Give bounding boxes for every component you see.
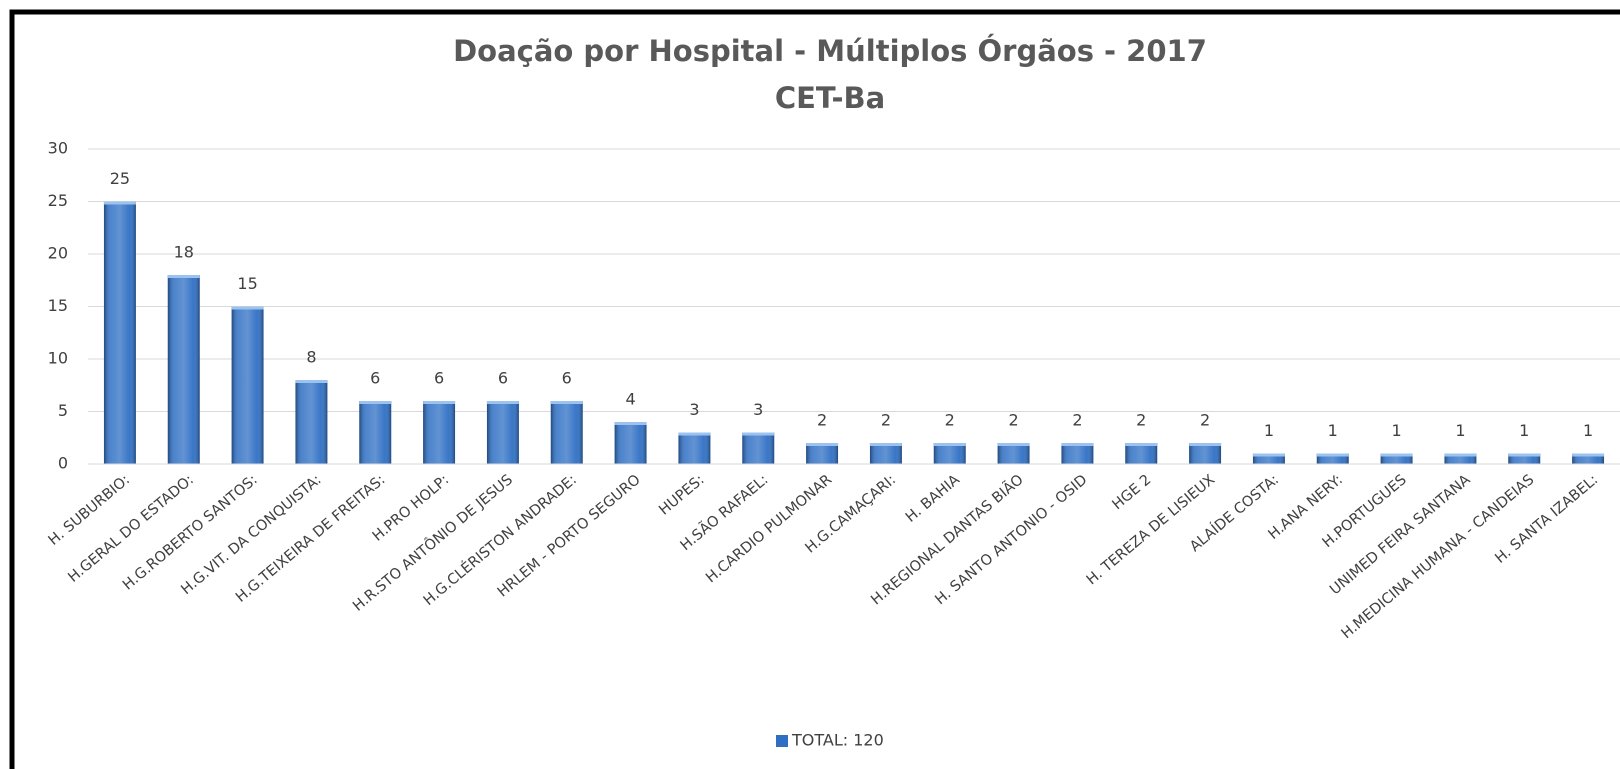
data-label: 2 — [945, 411, 955, 430]
bar-top — [359, 401, 392, 404]
bar-top — [1508, 453, 1541, 457]
bar-top — [103, 201, 136, 205]
bar-top — [1061, 443, 1094, 446]
bar-shade — [486, 401, 519, 464]
bar-top — [806, 443, 839, 446]
data-label: 4 — [625, 390, 635, 409]
y-tick-label: 20 — [48, 244, 68, 263]
bar-shade — [1572, 453, 1605, 464]
legend-label: TOTAL: 120 — [791, 731, 884, 750]
data-label: 2 — [1072, 411, 1082, 430]
bar-shade — [678, 432, 711, 464]
x-tick-label: H.GERAL DO ESTADO: — [65, 472, 196, 586]
data-label: 3 — [689, 400, 699, 419]
data-label: 1 — [1264, 421, 1274, 440]
data-label: 25 — [110, 169, 130, 188]
data-label: 1 — [1519, 421, 1529, 440]
bar-top — [550, 401, 583, 404]
bar-shade — [997, 443, 1030, 464]
bar-shade — [167, 275, 200, 464]
data-label: 1 — [1583, 421, 1593, 440]
y-tick-label: 25 — [48, 191, 68, 210]
y-tick-label: 30 — [48, 139, 68, 158]
bar-top — [933, 443, 966, 446]
data-label: 15 — [237, 274, 257, 293]
bar-top — [231, 306, 264, 310]
y-tick-label: 5 — [58, 401, 68, 420]
y-tick-label: 15 — [48, 296, 68, 315]
bar-shade — [742, 432, 775, 464]
bar-top — [167, 275, 200, 278]
bar-top — [869, 443, 902, 446]
bar-top — [1444, 453, 1477, 457]
bar-top — [423, 401, 456, 404]
data-label: 2 — [1136, 411, 1146, 430]
bar-shade — [295, 380, 328, 464]
bar-shade — [869, 443, 902, 464]
data-label: 8 — [306, 348, 316, 367]
bar-top — [1380, 453, 1413, 457]
bar-top — [1189, 443, 1222, 446]
bar-shade — [103, 201, 136, 464]
bar-shade — [550, 401, 583, 464]
data-label: 2 — [817, 411, 827, 430]
data-label: 6 — [498, 369, 508, 388]
bar-top — [997, 443, 1030, 446]
bar-shade — [1061, 443, 1094, 464]
data-label: 1 — [1391, 421, 1401, 440]
bar-top — [486, 401, 519, 404]
bar-shade — [1444, 453, 1477, 464]
bar-shade — [1316, 453, 1349, 464]
data-label: 1 — [1455, 421, 1465, 440]
bar-shade — [614, 422, 647, 464]
bar-top — [295, 380, 328, 383]
bar-shade — [1125, 443, 1158, 464]
bar-shade — [806, 443, 839, 464]
data-label: 1 — [1328, 421, 1338, 440]
data-label: 6 — [562, 369, 572, 388]
bar-shade — [359, 401, 392, 464]
bar-shade — [1508, 453, 1541, 464]
x-tick-label: HGE 2 — [1110, 472, 1155, 513]
data-label: 2 — [1008, 411, 1018, 430]
data-label: 18 — [174, 243, 194, 262]
bar-top — [742, 432, 775, 436]
chart-subtitle: CET-Ba — [775, 81, 885, 115]
bar-top — [1125, 443, 1158, 446]
chart-title: Doação por Hospital - Múltiplos Órgãos -… — [453, 34, 1207, 68]
y-tick-label: 10 — [48, 349, 68, 368]
bar-shade — [231, 306, 264, 464]
data-label: 3 — [753, 400, 763, 419]
frame — [9, 9, 1620, 769]
data-label: 2 — [881, 411, 891, 430]
bar-shade — [1380, 453, 1413, 464]
bar-shade — [1189, 443, 1222, 464]
data-label: 6 — [370, 369, 380, 388]
x-tick-label: HUPES: — [656, 472, 707, 519]
y-tick-label: 0 — [58, 454, 68, 473]
legend-swatch — [776, 735, 788, 747]
x-tick-label: H. BAHIA — [903, 472, 963, 526]
bar-shade — [423, 401, 456, 464]
bar-top — [1572, 453, 1605, 457]
x-tick-label: H. TEREZA DE LISIEUX — [1084, 472, 1218, 588]
bar-shade — [933, 443, 966, 464]
bar-top — [1252, 453, 1285, 457]
bar-top — [678, 432, 711, 436]
bar-shade — [1252, 453, 1285, 464]
data-label: 6 — [434, 369, 444, 388]
x-tick-label: H.CARDIO PULMONAR — [703, 472, 835, 586]
data-label: 2 — [1200, 411, 1210, 430]
bar-top — [614, 422, 647, 425]
bar-top — [1316, 453, 1349, 457]
